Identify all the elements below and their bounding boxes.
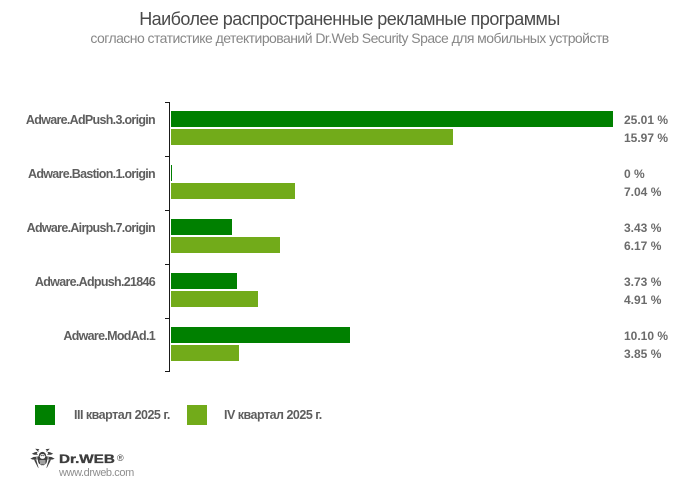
svg-text:Dr.WEB: Dr.WEB: [59, 453, 115, 466]
